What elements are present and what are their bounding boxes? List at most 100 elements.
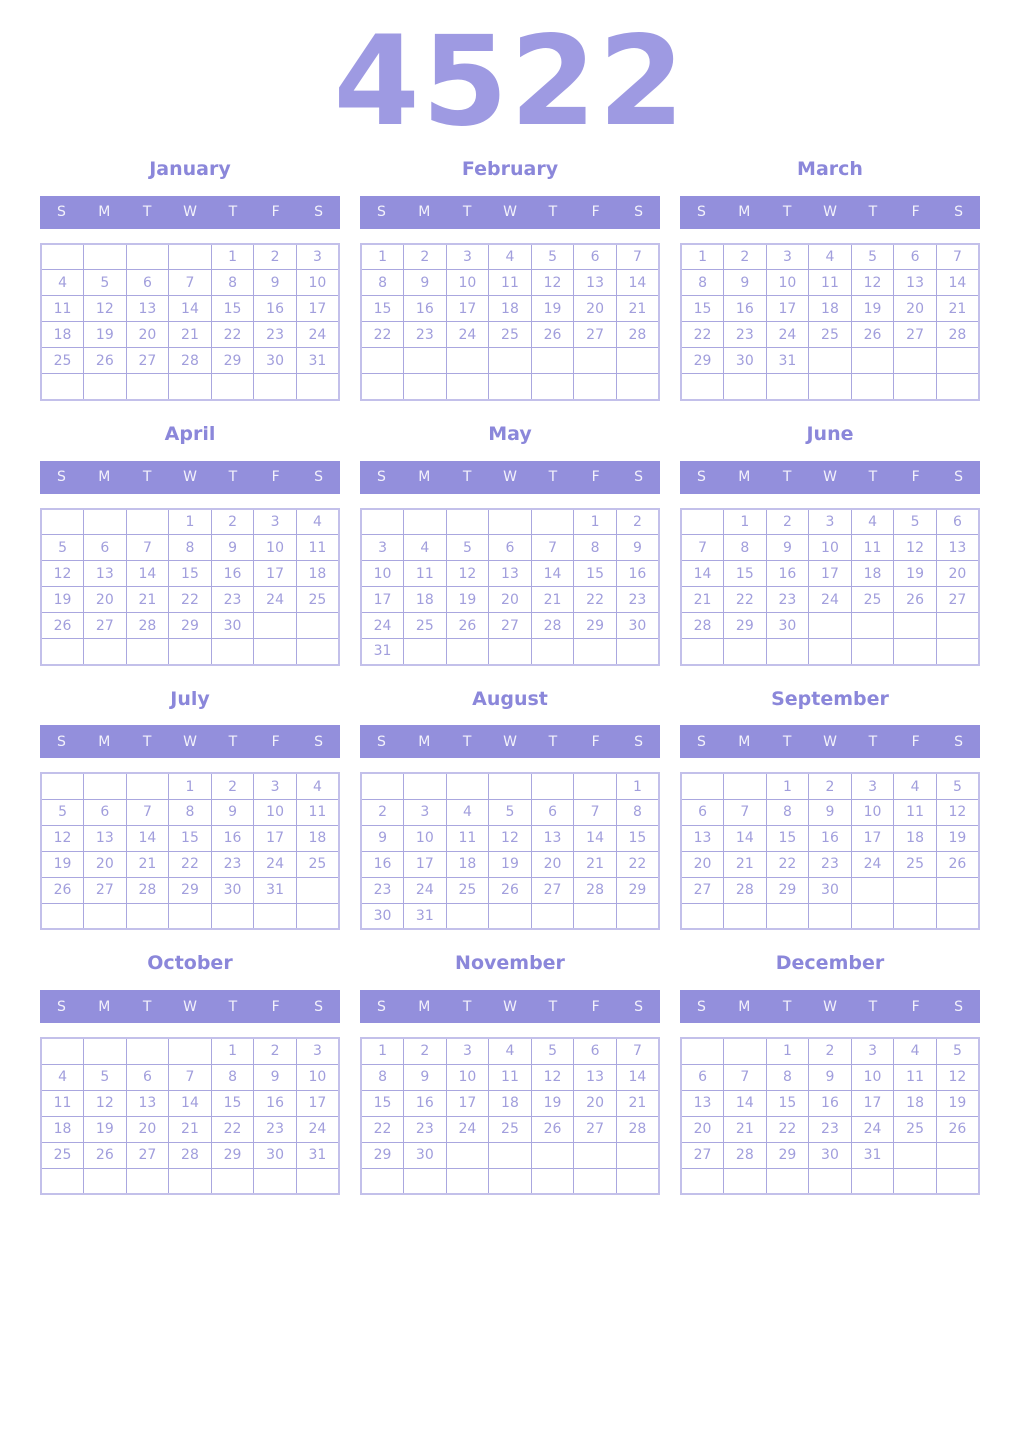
day-cell: 8	[723, 534, 767, 562]
weekday-label: F	[271, 469, 280, 486]
day-cell: 29	[168, 876, 212, 904]
weekday-label: T	[142, 733, 152, 750]
empty-day-cell	[445, 638, 490, 666]
day-cell: 17	[850, 824, 895, 852]
day-cell: 13	[83, 560, 127, 588]
weekday-label: S	[954, 469, 964, 486]
day-cell: 12	[850, 269, 895, 297]
day-cell: 18	[488, 1089, 532, 1117]
day-cell: 30	[253, 347, 297, 375]
empty-day-cell	[168, 243, 212, 271]
day-cell: 15	[723, 560, 767, 588]
day-cell: 25	[488, 321, 532, 349]
day-cell: 1	[210, 1037, 255, 1065]
day-cell: 6	[125, 269, 170, 297]
empty-day-cell	[808, 347, 852, 375]
week-row: 10 11 12 13 14 15 16	[360, 560, 660, 588]
week-row: 5 6 7 8 9 10 11	[40, 534, 340, 562]
empty-day-cell	[935, 1141, 980, 1169]
week-row: 26 27 28 29 30	[40, 612, 340, 640]
day-cell: 7	[615, 243, 660, 271]
month-grid: 1 2 3 4 5 6 7 8 9 10 11 12 13 14 15 16 17 18 19 20 21 22 23 24 2…	[360, 772, 660, 931]
day-cell: 12	[935, 1063, 980, 1091]
day-cell: 26	[935, 850, 980, 878]
week-row: 25 26 27 28 29 30 31	[40, 1141, 340, 1169]
week-row: 8 9 10 11 12 13 14	[360, 1063, 660, 1091]
day-cell: 23	[360, 876, 405, 904]
day-cell: 12	[83, 1089, 127, 1117]
month-grid: 1 2 3 4 5 6 7 8 9 10 11 12 13 14 15 16 17 18 19 20 21 22 23 24 2…	[680, 507, 980, 666]
week-row: 22 23 24 25 26 27 28	[680, 321, 980, 349]
day-cell: 31	[360, 638, 405, 666]
day-cell: 18	[445, 850, 490, 878]
weekday-label: W	[823, 469, 837, 486]
day-cell: 25	[445, 876, 490, 904]
weekday-label: T	[462, 204, 472, 221]
weekday-label: S	[56, 998, 66, 1015]
day-cell: 27	[935, 586, 980, 614]
day-cell: 19	[893, 560, 937, 588]
empty-day-cell	[680, 373, 725, 401]
day-cell: 12	[488, 824, 532, 852]
day-cell: 3	[445, 243, 490, 271]
week-row: 11 12 13 14 15 16 17	[40, 295, 340, 323]
day-cell: 27	[488, 612, 532, 640]
day-cell: 11	[893, 1063, 937, 1091]
empty-day-cell	[935, 876, 980, 904]
empty-day-cell	[893, 347, 937, 375]
weekday-label: F	[271, 204, 280, 221]
day-cell: 11	[893, 798, 937, 826]
empty-day-cell	[488, 1167, 532, 1195]
day-cell: 6	[125, 1063, 170, 1091]
day-cell: 18	[403, 586, 447, 614]
day-cell: 5	[935, 1037, 980, 1065]
empty-day-cell	[680, 638, 725, 666]
empty-day-cell	[403, 508, 447, 536]
day-cell: 23	[403, 321, 447, 349]
month-title: May	[488, 422, 532, 445]
day-cell: 1	[168, 508, 212, 536]
day-cell: 21	[935, 295, 980, 323]
day-cell: 30	[210, 612, 255, 640]
day-cell: 1	[573, 508, 617, 536]
day-cell: 4	[893, 1037, 937, 1065]
week-row: 30 31	[360, 902, 660, 930]
day-cell: 17	[253, 560, 297, 588]
day-cell: 4	[893, 772, 937, 800]
day-cell: 12	[530, 1063, 575, 1091]
weekday-label: T	[228, 469, 238, 486]
day-cell: 22	[615, 850, 660, 878]
day-cell: 6	[893, 243, 937, 271]
empty-day-cell	[125, 638, 170, 666]
empty-day-cell	[723, 1037, 767, 1065]
day-cell: 8	[210, 269, 255, 297]
day-cell: 1	[168, 772, 212, 800]
day-cell: 16	[615, 560, 660, 588]
day-cell: 19	[935, 1089, 980, 1117]
day-cell: 28	[168, 347, 212, 375]
day-cell: 5	[935, 772, 980, 800]
week-row	[40, 373, 340, 401]
empty-day-cell	[935, 373, 980, 401]
empty-day-cell	[680, 1167, 725, 1195]
day-cell: 9	[253, 269, 297, 297]
day-cell: 3	[360, 534, 405, 562]
day-cell: 23	[403, 1115, 447, 1143]
day-cell: 9	[360, 824, 405, 852]
day-cell: 27	[125, 1141, 170, 1169]
day-cell: 23	[253, 321, 297, 349]
empty-day-cell	[530, 638, 575, 666]
weekday-label: T	[462, 998, 472, 1015]
day-cell: 27	[573, 1115, 617, 1143]
day-cell: 3	[253, 508, 297, 536]
day-cell: 10	[850, 798, 895, 826]
day-cell: 17	[765, 295, 810, 323]
day-cell: 28	[935, 321, 980, 349]
